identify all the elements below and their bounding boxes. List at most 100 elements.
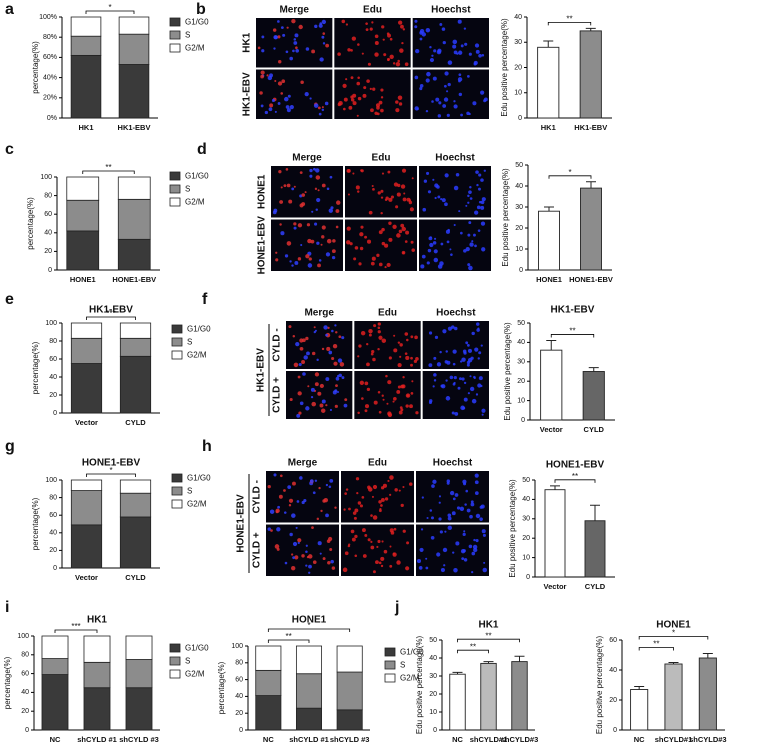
cell-dot [465, 204, 468, 207]
cell-dot [259, 91, 263, 95]
cell-dot [336, 374, 340, 378]
cell-dot [481, 53, 485, 57]
panel-letter: i [5, 599, 9, 616]
cell-dot [475, 170, 479, 174]
error-bar [590, 504, 600, 521]
y-tick-label: 30 [517, 359, 525, 366]
significance-label: ** [572, 472, 578, 481]
cell-dot [321, 35, 325, 39]
cell-dot [287, 485, 292, 490]
cell-dot [304, 92, 309, 97]
cell-dot [292, 556, 296, 560]
x-tick-label: HK1 [541, 123, 556, 132]
cell-dot [428, 363, 433, 368]
cell-dot [287, 94, 291, 98]
cell-dot [405, 230, 410, 235]
cell-dot [370, 514, 373, 517]
cell-dot [316, 197, 321, 203]
x-tick-label: HK1-EBV [118, 123, 151, 132]
cell-dot [302, 372, 306, 376]
y-tick-label: 100 [45, 320, 57, 327]
cell-dot [438, 495, 442, 498]
cell-dot [437, 264, 443, 269]
cell-dot [402, 28, 406, 31]
cell-dot [441, 198, 446, 203]
cell-dot [478, 376, 483, 381]
error-bar [543, 40, 554, 48]
cell-dot [399, 48, 404, 53]
cell-dot [338, 100, 343, 106]
cell-dot [292, 49, 295, 53]
cell-dot [451, 411, 455, 415]
cell-dot [406, 394, 410, 397]
cell-dot [440, 242, 444, 246]
panel: e HK1-EBV 0 20 40 60 80 100 percentage(%) Vector C… [5, 291, 211, 427]
cell-dot [389, 564, 393, 568]
error-bar [483, 661, 494, 664]
cell-dot [414, 75, 419, 80]
cell-dot [400, 184, 406, 189]
cell-dot [472, 544, 478, 550]
cell-dot [269, 73, 273, 78]
cell-dot [320, 243, 323, 246]
cell-dot [325, 404, 328, 407]
cell-dot [295, 48, 300, 53]
cell-dot [347, 168, 351, 173]
cell-dot [371, 495, 374, 498]
cell-dot [341, 376, 345, 380]
chart-title: HONE1 [656, 620, 691, 631]
cell-dot [386, 32, 390, 35]
cell-dot [377, 347, 380, 351]
cell-dot [457, 19, 462, 24]
cell-dot [375, 560, 379, 565]
cell-dot [458, 210, 461, 213]
cell-dot [395, 205, 399, 209]
cell-dot [466, 508, 471, 513]
y-tick-label: 20 [514, 64, 522, 71]
cell-dot [454, 493, 459, 497]
cell-dot [475, 513, 481, 519]
cell-dot [382, 398, 385, 401]
cell-dot [285, 168, 289, 171]
cell-dot [396, 233, 401, 238]
legend-label: S [185, 657, 190, 666]
cell-dot [387, 380, 392, 385]
cell-dot [312, 491, 316, 495]
cell-dot [449, 490, 455, 496]
bar [538, 210, 560, 271]
cell-dot [409, 207, 414, 212]
cell-dot [383, 53, 387, 57]
cell-dot [478, 351, 482, 355]
cell-dot [477, 229, 481, 232]
cell-dot [464, 503, 467, 506]
cell-dot [419, 87, 423, 91]
cell-dot [381, 338, 387, 343]
cell-dot [465, 341, 469, 345]
cell-dot [377, 539, 381, 544]
cell-dot [294, 555, 299, 560]
cell-dot [275, 251, 278, 254]
y-tick-label: 80 [49, 338, 57, 345]
significance-bracket [547, 21, 592, 26]
cell-dot [310, 396, 314, 399]
x-tick-label: HONE1-EBV [112, 275, 156, 284]
cell-dot [343, 508, 346, 511]
cell-dot [458, 50, 463, 55]
cell-dot [377, 322, 381, 326]
cell-dot [460, 44, 464, 48]
significance-bracket [638, 647, 674, 651]
cell-dot [335, 331, 338, 334]
cell-dot [476, 183, 479, 187]
legend-label: G1/G0 [187, 325, 211, 334]
cell-dot [405, 566, 410, 571]
cell-dot [368, 328, 373, 334]
cell-dot [335, 209, 340, 213]
legend-swatch [171, 473, 183, 483]
cell-dot [291, 18, 296, 24]
cell-dot [267, 527, 272, 531]
cell-dot [300, 243, 303, 247]
cell-dot [445, 350, 448, 353]
cell-dot [465, 246, 470, 252]
significance-label: * [568, 168, 571, 177]
image-column-label: Merge [288, 458, 318, 469]
